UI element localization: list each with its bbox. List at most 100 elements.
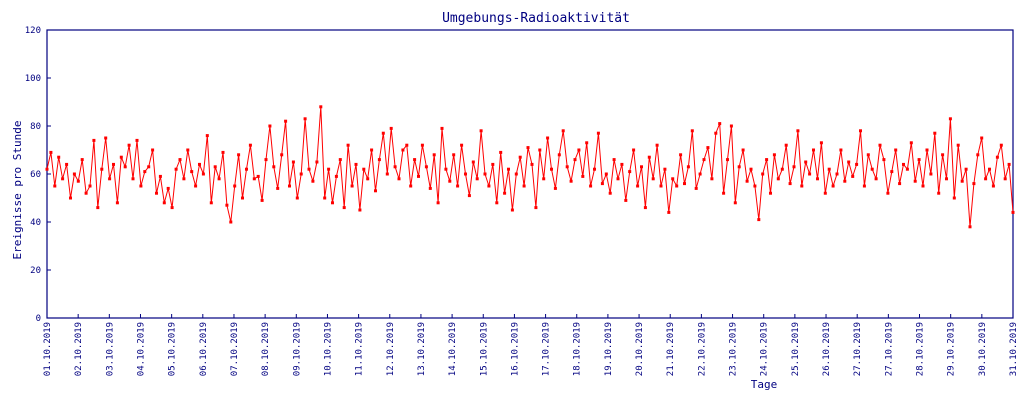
- data-point: [252, 177, 256, 181]
- data-point: [694, 186, 698, 190]
- x-tick-label: 28.10.2019: [916, 322, 926, 376]
- data-point: [115, 201, 119, 205]
- data-point: [221, 150, 225, 154]
- y-tick-label: 60: [30, 170, 41, 180]
- data-point: [905, 167, 909, 171]
- data-point: [448, 179, 452, 183]
- data-point: [84, 191, 88, 195]
- data-point: [80, 158, 84, 162]
- data-point: [553, 186, 557, 190]
- data-point: [385, 172, 389, 176]
- data-point: [92, 138, 96, 142]
- x-tick-label: 31.10.2019: [1009, 322, 1019, 376]
- x-tick-label: 07.10.2019: [230, 322, 240, 376]
- data-point: [769, 191, 772, 195]
- x-tick-label: 06.10.2019: [199, 322, 209, 376]
- data-point: [835, 172, 839, 176]
- data-point: [76, 179, 80, 183]
- data-point: [417, 174, 420, 178]
- data-point: [550, 167, 553, 171]
- data-point: [581, 174, 585, 178]
- data-point: [503, 191, 507, 195]
- data-point: [354, 162, 358, 166]
- data-point: [999, 143, 1003, 147]
- data-point: [201, 172, 205, 176]
- data-point: [823, 191, 827, 195]
- data-point: [804, 160, 808, 164]
- data-point: [671, 177, 675, 181]
- data-point: [475, 177, 479, 181]
- data-point: [1007, 162, 1011, 166]
- data-point: [952, 196, 956, 200]
- data-point: [311, 179, 315, 183]
- data-point: [413, 158, 417, 162]
- data-point: [112, 162, 115, 166]
- data-point: [737, 165, 741, 169]
- data-point: [651, 177, 655, 181]
- data-point: [57, 155, 61, 159]
- data-point: [733, 201, 737, 205]
- data-point: [256, 174, 260, 178]
- data-point: [96, 206, 100, 210]
- data-point: [819, 141, 823, 145]
- data-point: [452, 153, 456, 157]
- x-tick-label: 24.10.2019: [760, 322, 770, 376]
- x-tick-label: 10.10.2019: [323, 322, 333, 376]
- data-point: [933, 131, 937, 135]
- data-point: [135, 138, 139, 142]
- x-tick-label: 16.10.2019: [510, 322, 520, 376]
- x-tick-label: 02.10.2019: [74, 322, 84, 376]
- data-point: [812, 148, 815, 152]
- x-tick-label: 21.10.2019: [666, 322, 676, 376]
- data-point: [546, 136, 550, 140]
- data-point: [303, 117, 307, 121]
- data-point: [131, 177, 135, 181]
- x-tick-label: 27.10.2019: [884, 322, 894, 376]
- data-point: [119, 155, 123, 159]
- data-point: [941, 153, 945, 157]
- data-point: [514, 172, 518, 176]
- axes: 0 20 40 60 80 100 120 01.10.2019 02.10.2019 03.10…: [25, 26, 1019, 376]
- x-tick-label: 11.10.2019: [355, 322, 365, 376]
- data-point: [233, 184, 237, 188]
- data-point: [248, 143, 252, 147]
- data-point: [675, 184, 679, 188]
- data-point: [264, 158, 268, 162]
- x-tick-label: 05.10.2019: [168, 322, 178, 376]
- data-point: [663, 167, 667, 171]
- data-point: [913, 179, 917, 183]
- data-point: [401, 148, 405, 152]
- data-point: [362, 167, 366, 171]
- x-tick-label: 29.10.2019: [947, 322, 957, 376]
- x-tick-label: 15.10.2019: [479, 322, 489, 376]
- data-point: [945, 177, 948, 181]
- x-tick-label: 08.10.2019: [261, 322, 271, 376]
- data-point: [358, 208, 362, 212]
- data-point: [874, 177, 878, 181]
- data-point: [925, 148, 929, 152]
- data-point: [295, 196, 299, 200]
- data-point: [381, 131, 385, 135]
- data-point: [338, 158, 342, 162]
- data-point: [729, 124, 733, 128]
- data-point: [100, 167, 104, 171]
- data-point: [272, 165, 276, 169]
- x-tick-label: 01.10.2019: [43, 322, 53, 376]
- data-point: [859, 129, 862, 133]
- data-point: [217, 177, 221, 181]
- data-point: [377, 158, 381, 162]
- data-point: [151, 148, 155, 152]
- data-point: [976, 153, 980, 157]
- data-point: [561, 129, 565, 133]
- data-point: [225, 203, 229, 207]
- data-point: [245, 167, 248, 171]
- data-point: [170, 206, 174, 210]
- data-point: [444, 167, 448, 171]
- x-tick-label: 25.10.2019: [791, 322, 801, 376]
- data-point: [440, 126, 444, 130]
- data-point: [808, 172, 812, 176]
- data-point: [123, 165, 127, 169]
- data-point: [350, 184, 354, 188]
- data-point: [980, 136, 984, 140]
- data-point: [323, 196, 327, 200]
